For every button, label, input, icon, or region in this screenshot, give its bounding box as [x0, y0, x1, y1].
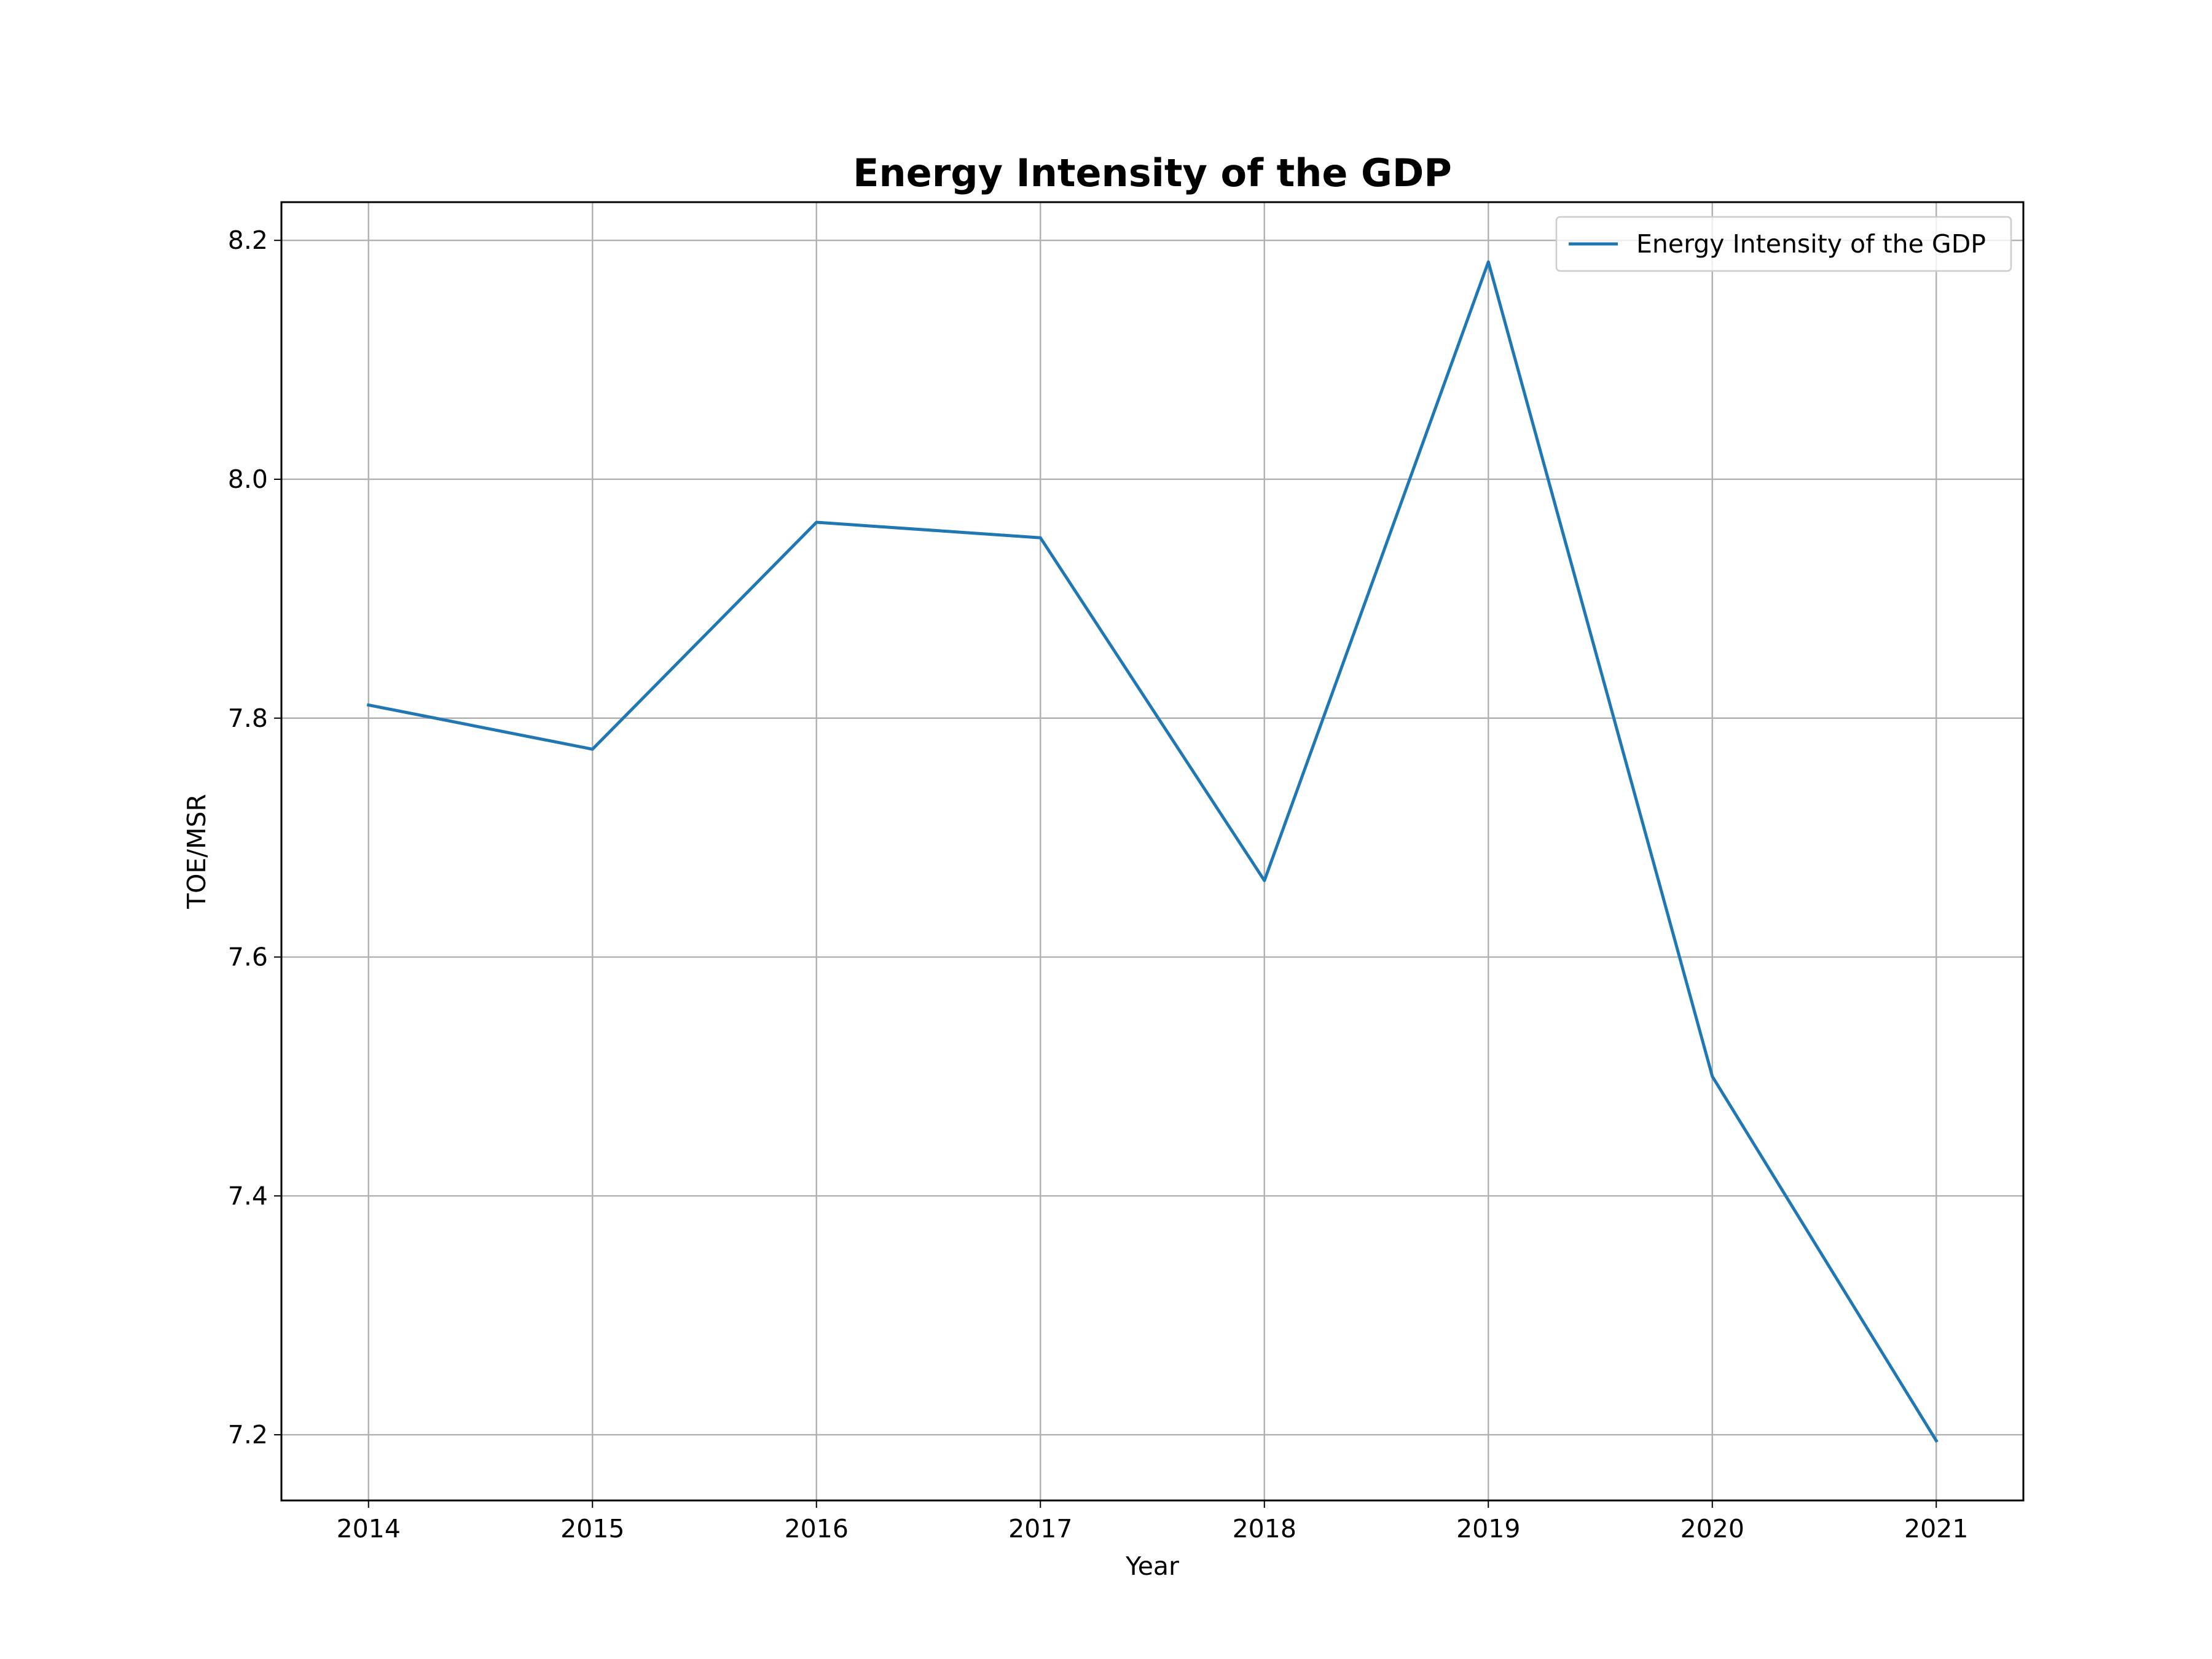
x-tick-label: 2019 — [1456, 1514, 1520, 1543]
x-tick-label: 2014 — [337, 1514, 401, 1543]
plot-frame — [280, 201, 2025, 1502]
x-tick-label: 2016 — [785, 1514, 849, 1543]
y-tick-label: 7.8 — [228, 704, 268, 733]
legend-frame — [1555, 216, 2012, 272]
axis-ticks: 2014 2015 2016 2017 2018 2019 2020 2021 7.2 7.4 7.… — [228, 226, 1969, 1543]
y-tick-label: 7.6 — [228, 943, 268, 972]
grid-lines — [281, 202, 2023, 1500]
y-tick-label: 8.0 — [228, 465, 268, 494]
x-tick-label: 2021 — [1904, 1514, 1968, 1543]
series-layer — [366, 260, 1939, 1443]
x-tick-label: 2015 — [560, 1514, 624, 1543]
y-tick-label: 8.2 — [228, 226, 268, 255]
chart-title: Energy Intensity of the GDP — [853, 151, 1452, 195]
x-tick-label: 2017 — [1008, 1514, 1072, 1543]
y-tick-label: 7.2 — [228, 1420, 268, 1449]
y-tick-label: 7.4 — [228, 1181, 268, 1210]
x-axis-label: Year — [1125, 1551, 1179, 1581]
y-axis-label: TOE/MSR — [182, 794, 211, 909]
series-line — [366, 260, 1939, 1443]
x-tick-label: 2018 — [1233, 1514, 1296, 1543]
legend-label: Energy Intensity of the GDP — [1636, 229, 1986, 259]
x-tick-label: 2020 — [1681, 1514, 1744, 1543]
legend: Energy Intensity of the GDP — [1555, 216, 2012, 272]
